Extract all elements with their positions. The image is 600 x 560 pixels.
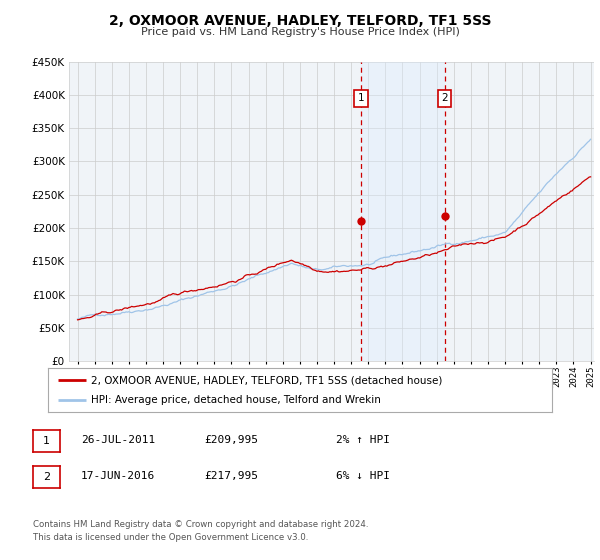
Text: 26-JUL-2011: 26-JUL-2011 xyxy=(81,435,155,445)
Text: £209,995: £209,995 xyxy=(204,435,258,445)
Text: This data is licensed under the Open Government Licence v3.0.: This data is licensed under the Open Gov… xyxy=(33,533,308,542)
Bar xyxy=(361,62,445,361)
Text: Contains HM Land Registry data © Crown copyright and database right 2024.: Contains HM Land Registry data © Crown c… xyxy=(33,520,368,529)
Text: 2, OXMOOR AVENUE, HADLEY, TELFORD, TF1 5SS: 2, OXMOOR AVENUE, HADLEY, TELFORD, TF1 5… xyxy=(109,14,491,28)
Text: 1: 1 xyxy=(43,436,50,446)
Text: 2% ↑ HPI: 2% ↑ HPI xyxy=(336,435,390,445)
Text: 2, OXMOOR AVENUE, HADLEY, TELFORD, TF1 5SS (detached house): 2, OXMOOR AVENUE, HADLEY, TELFORD, TF1 5… xyxy=(91,375,442,385)
Text: 1: 1 xyxy=(358,93,364,103)
Text: 2: 2 xyxy=(43,472,50,482)
Text: 17-JUN-2016: 17-JUN-2016 xyxy=(81,471,155,481)
Text: Price paid vs. HM Land Registry's House Price Index (HPI): Price paid vs. HM Land Registry's House … xyxy=(140,27,460,37)
Text: 2: 2 xyxy=(441,93,448,103)
Text: HPI: Average price, detached house, Telford and Wrekin: HPI: Average price, detached house, Telf… xyxy=(91,395,381,405)
Text: 6% ↓ HPI: 6% ↓ HPI xyxy=(336,471,390,481)
Text: £217,995: £217,995 xyxy=(204,471,258,481)
